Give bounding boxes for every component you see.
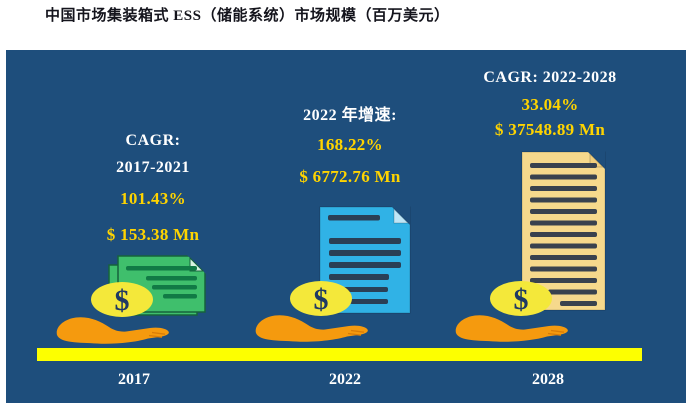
hand-icon — [455, 315, 568, 342]
market-value-2017: $ 153.38 Mn — [106, 225, 200, 244]
hand-icon — [255, 315, 368, 342]
timeline-baseline-bar — [37, 348, 642, 361]
money-in-hand-icon-2017: $ — [56, 255, 206, 344]
growth-rate-2022: 168.22% — [317, 135, 383, 154]
market-value-2022: $ 6772.76 Mn — [299, 167, 401, 186]
growth-label-2022: 2022 年增速: — [303, 107, 397, 124]
page-title: 中国市场集装箱式 ESS（储能系统）市场规模（百万美元） — [45, 8, 450, 24]
market-value-2028: $ 37548.89 Mn — [494, 120, 606, 139]
growth-rate-2028: 33.04% — [521, 95, 579, 114]
axis-year-2017: 2017 — [118, 371, 150, 388]
hand-icon — [56, 317, 169, 344]
growth-rate-2017: 101.43% — [120, 189, 186, 208]
dollar-coin-icon: $ — [290, 281, 352, 316]
axis-year-2022: 2022 — [329, 371, 361, 388]
dollar-coin-icon: $ — [490, 281, 552, 316]
document-in-hand-icon-2022: $ — [255, 206, 411, 342]
cagr-label-2017: CAGR: — [125, 132, 181, 149]
svg-text:$: $ — [314, 283, 329, 316]
chart-panel: CAGR: 2017-2021 101.43% $ 153.38 Mn $ — [6, 50, 686, 403]
document-in-hand-icon-2028: $ — [455, 151, 606, 342]
axis-year-2028: 2028 — [532, 371, 564, 388]
svg-text:$: $ — [115, 284, 130, 317]
cagr-label-2028: CAGR: 2022-2028 — [483, 69, 617, 86]
svg-text:$: $ — [514, 283, 529, 316]
cagr-period-2017: 2017-2021 — [116, 159, 190, 176]
dollar-coin-icon: $ — [91, 282, 153, 317]
